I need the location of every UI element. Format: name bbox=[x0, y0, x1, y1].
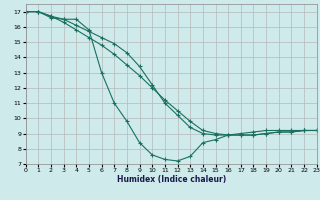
X-axis label: Humidex (Indice chaleur): Humidex (Indice chaleur) bbox=[116, 175, 226, 184]
